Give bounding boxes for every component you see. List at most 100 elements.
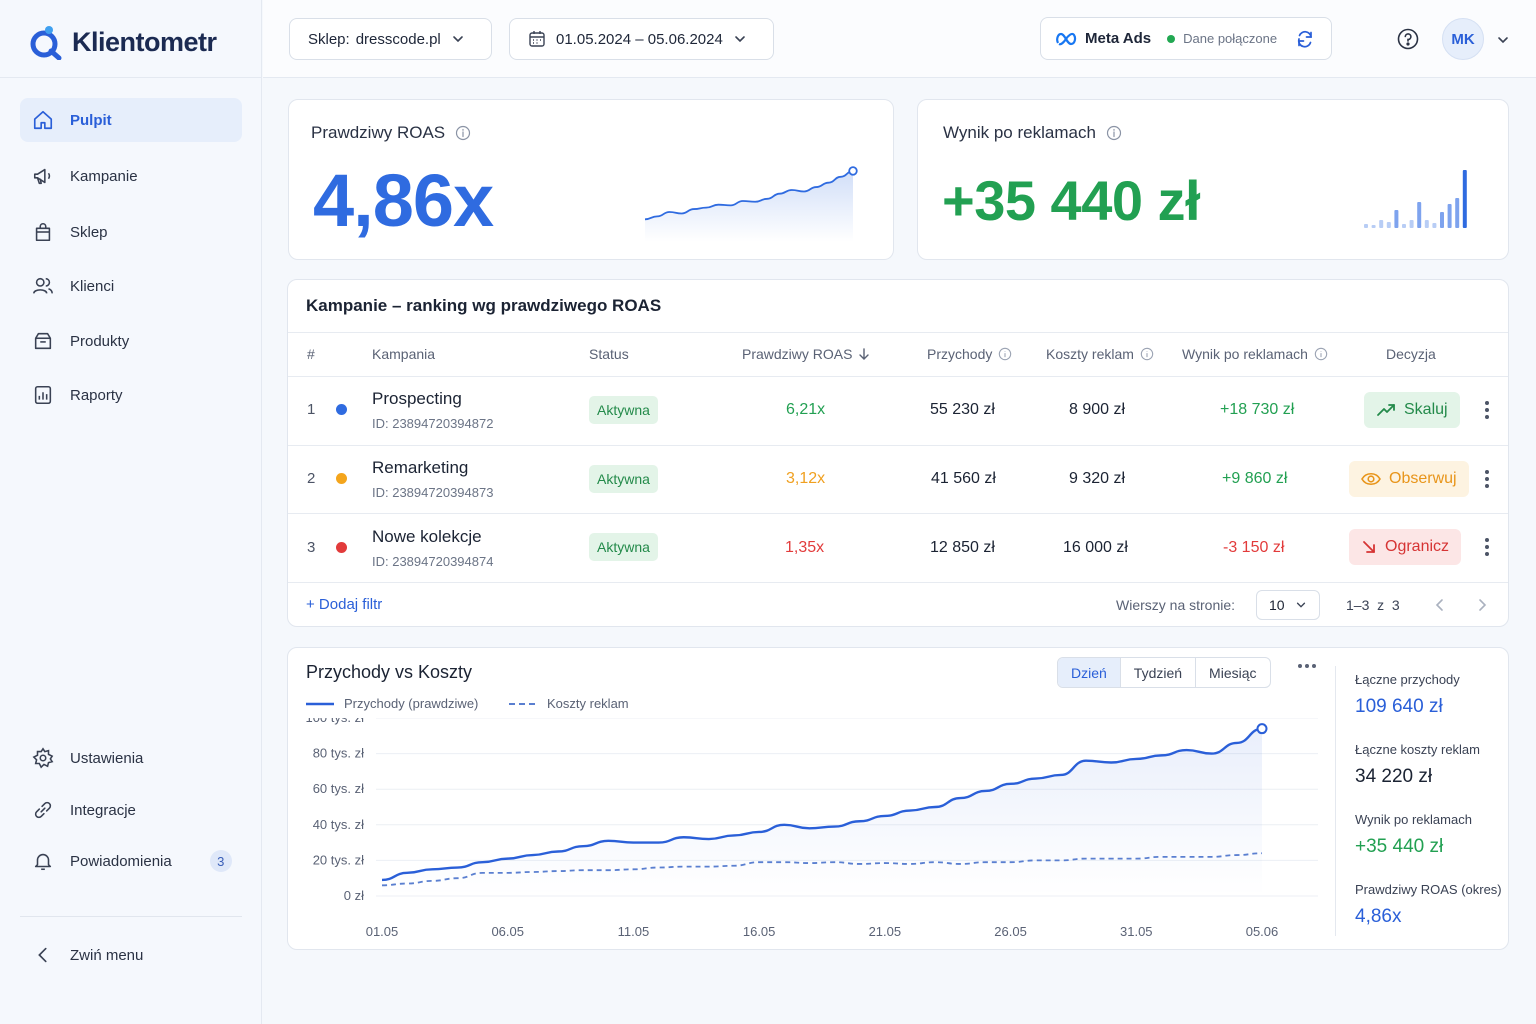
integration-status[interactable]: Meta Ads Dane połączone: [1040, 17, 1332, 60]
avatar[interactable]: MK: [1442, 18, 1484, 60]
connected-status-dot: [1167, 34, 1176, 43]
net-result-value: +35 440 zł: [1355, 836, 1444, 857]
sidebar-item-label: Integracje: [70, 801, 136, 819]
net-bar: [1447, 204, 1452, 228]
roas-kpi-card: Prawdziwy ROAS 4,86x: [288, 99, 894, 260]
col-header-costs[interactable]: Koszty reklam: [1046, 346, 1154, 362]
help-icon[interactable]: [1397, 28, 1419, 50]
campaign-color-dot: [336, 473, 347, 484]
sidebar-item-powiadomienia[interactable]: Powiadomienia 3: [20, 839, 242, 883]
col-header-status[interactable]: Status: [589, 346, 629, 362]
net-bar: [1402, 224, 1406, 228]
col-header-revenue[interactable]: Przychody: [927, 346, 1012, 362]
info-icon[interactable]: [998, 347, 1012, 361]
net-bar: [1409, 220, 1414, 228]
period-week-button[interactable]: Tydzień: [1121, 658, 1197, 687]
row-menu-icon[interactable]: [1477, 467, 1497, 491]
prev-page-icon[interactable]: [1434, 598, 1446, 612]
col-header-net[interactable]: Wynik po reklamach: [1182, 346, 1328, 362]
roas-sparkline: [644, 166, 858, 242]
costs-cell: 9 320 zł: [1069, 470, 1126, 487]
sidebar-item-label: Klienci: [70, 277, 115, 295]
roas-cell: 6,21x: [786, 401, 826, 418]
divider: [288, 376, 1508, 377]
net-bar: [1424, 220, 1429, 228]
status-badge: Aktywna: [589, 533, 658, 561]
sidebar-item-ustawienia[interactable]: Ustawienia: [20, 736, 242, 780]
link-icon: [34, 801, 52, 819]
sidebar-item-raporty[interactable]: Raporty: [20, 373, 242, 417]
period-roas-label: Prawdziwy ROAS (okres): [1355, 882, 1502, 897]
arrow-down-right-icon: [1363, 541, 1375, 553]
trend-up-icon: [1377, 404, 1395, 416]
date-range-value: 01.05.2024 – 05.06.2024: [556, 30, 723, 48]
observe-button[interactable]: Obserwuj: [1349, 461, 1469, 497]
total-costs-label: Łączne koszty reklam: [1355, 742, 1480, 757]
rows-per-page-select[interactable]: 10: [1256, 590, 1320, 620]
logo[interactable]: Klientometr: [28, 24, 217, 60]
refresh-icon[interactable]: [1295, 29, 1315, 49]
campaign-name[interactable]: Prospecting: [372, 389, 462, 408]
limit-button[interactable]: Ogranicz: [1349, 529, 1462, 565]
total-costs-value: 34 220 zł: [1355, 766, 1433, 787]
campaign-id: ID: 23894720394872: [372, 416, 494, 431]
scale-button[interactable]: Skaluj: [1364, 392, 1460, 428]
meta-logo-icon: [1056, 32, 1077, 45]
info-icon[interactable]: [1140, 347, 1154, 361]
net-kpi-value: +35 440 zł: [942, 169, 1201, 232]
y-tick-label: 60 tys. zł: [313, 781, 364, 796]
shop-bag-icon: [35, 223, 51, 242]
campaign-id: ID: 23894720394873: [372, 485, 494, 500]
col-header-roas[interactable]: Prawdziwy ROAS: [742, 346, 870, 362]
roas-kpi-value: 4,86x: [313, 159, 494, 242]
date-range-picker[interactable]: 01.05.2024 – 05.06.2024: [509, 18, 774, 60]
chevron-down-icon[interactable]: [1496, 33, 1510, 47]
sidebar-item-integracje[interactable]: Integracje: [20, 788, 242, 832]
chevron-left-icon: [38, 947, 47, 963]
sidebar-item-sklep[interactable]: Sklep: [20, 210, 242, 254]
sidebar-item-kampanie[interactable]: Kampanie: [20, 154, 242, 198]
revenue-cell: 41 560 zł: [931, 470, 996, 487]
info-icon[interactable]: [455, 125, 471, 141]
campaign-name[interactable]: Nowe kolekcje: [372, 527, 482, 546]
shop-selector[interactable]: Sklep: dresscode.pl: [289, 18, 492, 60]
collapse-menu-label: Zwiń menu: [70, 946, 144, 964]
eye-icon: [1361, 472, 1381, 486]
col-header-costs-label: Koszty reklam: [1046, 346, 1134, 362]
status-badge: Aktywna: [589, 465, 658, 493]
add-filter-button[interactable]: + Dodaj filtr: [306, 596, 383, 613]
period-month-button[interactable]: Miesiąc: [1209, 664, 1257, 681]
integration-name: Meta Ads: [1085, 30, 1152, 47]
costs-series-line: [381, 852, 1263, 887]
net-bar: [1394, 210, 1399, 228]
shop-selector-value: dresscode.pl: [355, 30, 441, 48]
collapse-menu-button[interactable]: Zwiń menu: [20, 933, 242, 977]
col-header-campaign[interactable]: Kampania: [372, 346, 436, 362]
info-icon[interactable]: [1106, 125, 1122, 141]
row-menu-icon[interactable]: [1477, 398, 1497, 422]
decision-label: Ogranicz: [1385, 538, 1450, 555]
legend-solid-line: [306, 702, 334, 705]
sidebar-item-label: Pulpit: [70, 111, 112, 129]
col-header-roas-label: Prawdziwy ROAS: [742, 346, 853, 362]
brand-name: Klientometr: [72, 26, 217, 57]
revenue-last-point: [1256, 723, 1268, 735]
revenue-cell: 12 850 zł: [930, 539, 995, 556]
campaign-color-dot: [336, 542, 347, 553]
shop-selector-label: Sklep:: [308, 30, 350, 48]
col-header-net-label: Wynik po reklamach: [1182, 346, 1308, 362]
y-tick-label: 0 zł: [344, 888, 364, 903]
row-menu-icon[interactable]: [1477, 535, 1497, 559]
campaign-name[interactable]: Remarketing: [372, 458, 469, 477]
rank-cell: 3: [307, 539, 316, 556]
sidebar-item-produkty[interactable]: Produkty: [20, 319, 242, 363]
x-tick-label: 26.05: [994, 924, 1027, 939]
sidebar-item-klienci[interactable]: Klienci: [20, 264, 242, 308]
info-icon[interactable]: [1314, 347, 1328, 361]
sidebar-item-pulpit[interactable]: Pulpit: [20, 98, 242, 142]
period-day-button[interactable]: Dzień: [1058, 658, 1121, 687]
chart-more-icon[interactable]: [1298, 664, 1316, 668]
next-page-icon[interactable]: [1476, 598, 1488, 612]
sidebar-item-label: Kampanie: [70, 167, 138, 185]
revenue-costs-card: Przychody vs Koszty Przychody (prawdziwe…: [287, 647, 1509, 950]
